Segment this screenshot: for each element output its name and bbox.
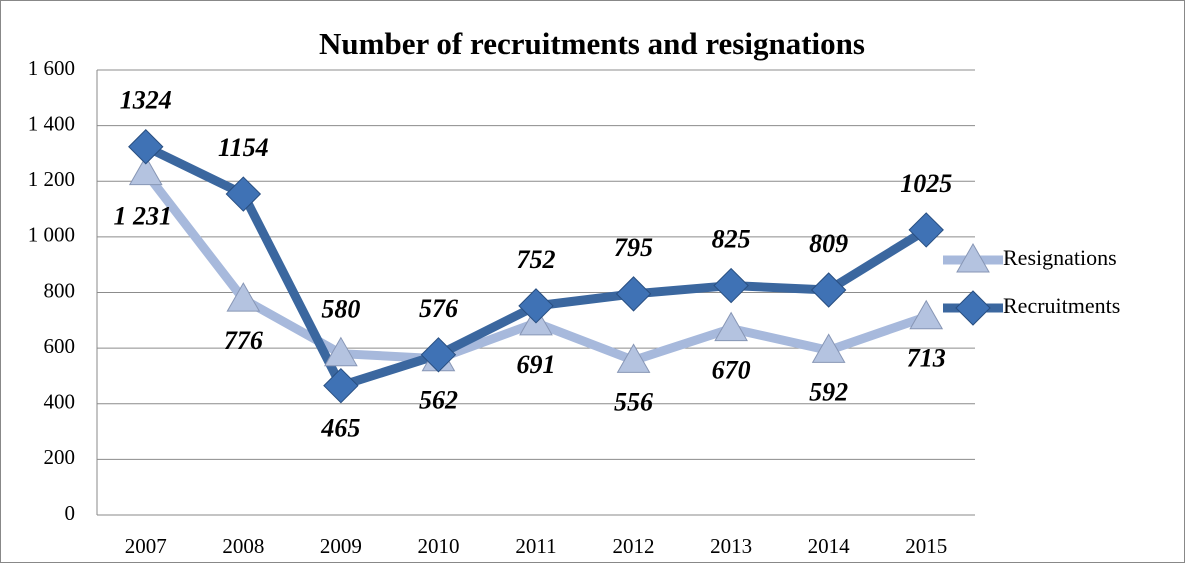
data-label: 1 231 <box>114 202 173 231</box>
point <box>226 282 261 312</box>
x-tick-label: 2013 <box>710 534 752 558</box>
data-label: 809 <box>809 229 848 258</box>
point <box>518 288 554 324</box>
legend-label: Resignations <box>1003 245 1117 270</box>
data-label: 670 <box>712 356 751 385</box>
data-label: 556 <box>614 387 653 416</box>
legend-marker <box>956 242 990 273</box>
data-label: 1025 <box>900 169 952 198</box>
legend-marker <box>955 290 991 326</box>
y-tick-label: 200 <box>44 445 76 469</box>
point <box>128 129 164 165</box>
point <box>909 299 944 330</box>
point <box>225 176 262 212</box>
y-tick-label: 800 <box>44 278 76 302</box>
point <box>323 367 359 404</box>
x-tick-label: 2012 <box>613 534 655 558</box>
chart-title: Number of recruitments and resignations <box>319 26 865 61</box>
x-tick-label: 2007 <box>125 534 167 558</box>
y-tick-label: 1 600 <box>28 56 75 80</box>
data-label: 592 <box>809 377 848 406</box>
data-label: 580 <box>321 295 360 324</box>
y-tick-label: 1 000 <box>28 223 75 247</box>
x-tick-label: 2015 <box>905 534 947 558</box>
point <box>811 333 846 363</box>
y-tick-label: 1 400 <box>28 111 75 135</box>
y-tick-label: 1 200 <box>28 167 75 191</box>
point <box>420 337 457 373</box>
y-tick-label: 600 <box>44 334 76 358</box>
point <box>615 276 652 312</box>
data-label: 752 <box>517 245 556 274</box>
data-label: 1324 <box>120 86 172 115</box>
data-label: 776 <box>224 326 263 355</box>
y-tick-label: 400 <box>44 390 76 414</box>
x-tick-label: 2009 <box>320 534 362 558</box>
point <box>810 272 847 308</box>
data-label: 576 <box>419 294 458 323</box>
point <box>616 343 651 373</box>
data-label: 691 <box>517 350 556 379</box>
point <box>324 336 358 367</box>
data-label: 825 <box>712 225 751 254</box>
point <box>713 267 749 304</box>
point <box>128 155 163 186</box>
x-tick-label: 2010 <box>417 534 459 558</box>
data-label: 795 <box>614 233 653 262</box>
data-label: 562 <box>419 386 458 415</box>
data-label: 713 <box>907 344 946 373</box>
x-tick-label: 2011 <box>515 534 556 558</box>
point <box>908 212 944 248</box>
data-label: 465 <box>320 414 360 443</box>
y-tick-label: 0 <box>65 501 76 525</box>
legend-label: Recruitments <box>1003 293 1120 318</box>
data-label: 1154 <box>218 133 269 162</box>
x-tick-label: 2008 <box>222 534 264 558</box>
x-tick-label: 2014 <box>808 534 851 558</box>
point <box>714 311 748 342</box>
